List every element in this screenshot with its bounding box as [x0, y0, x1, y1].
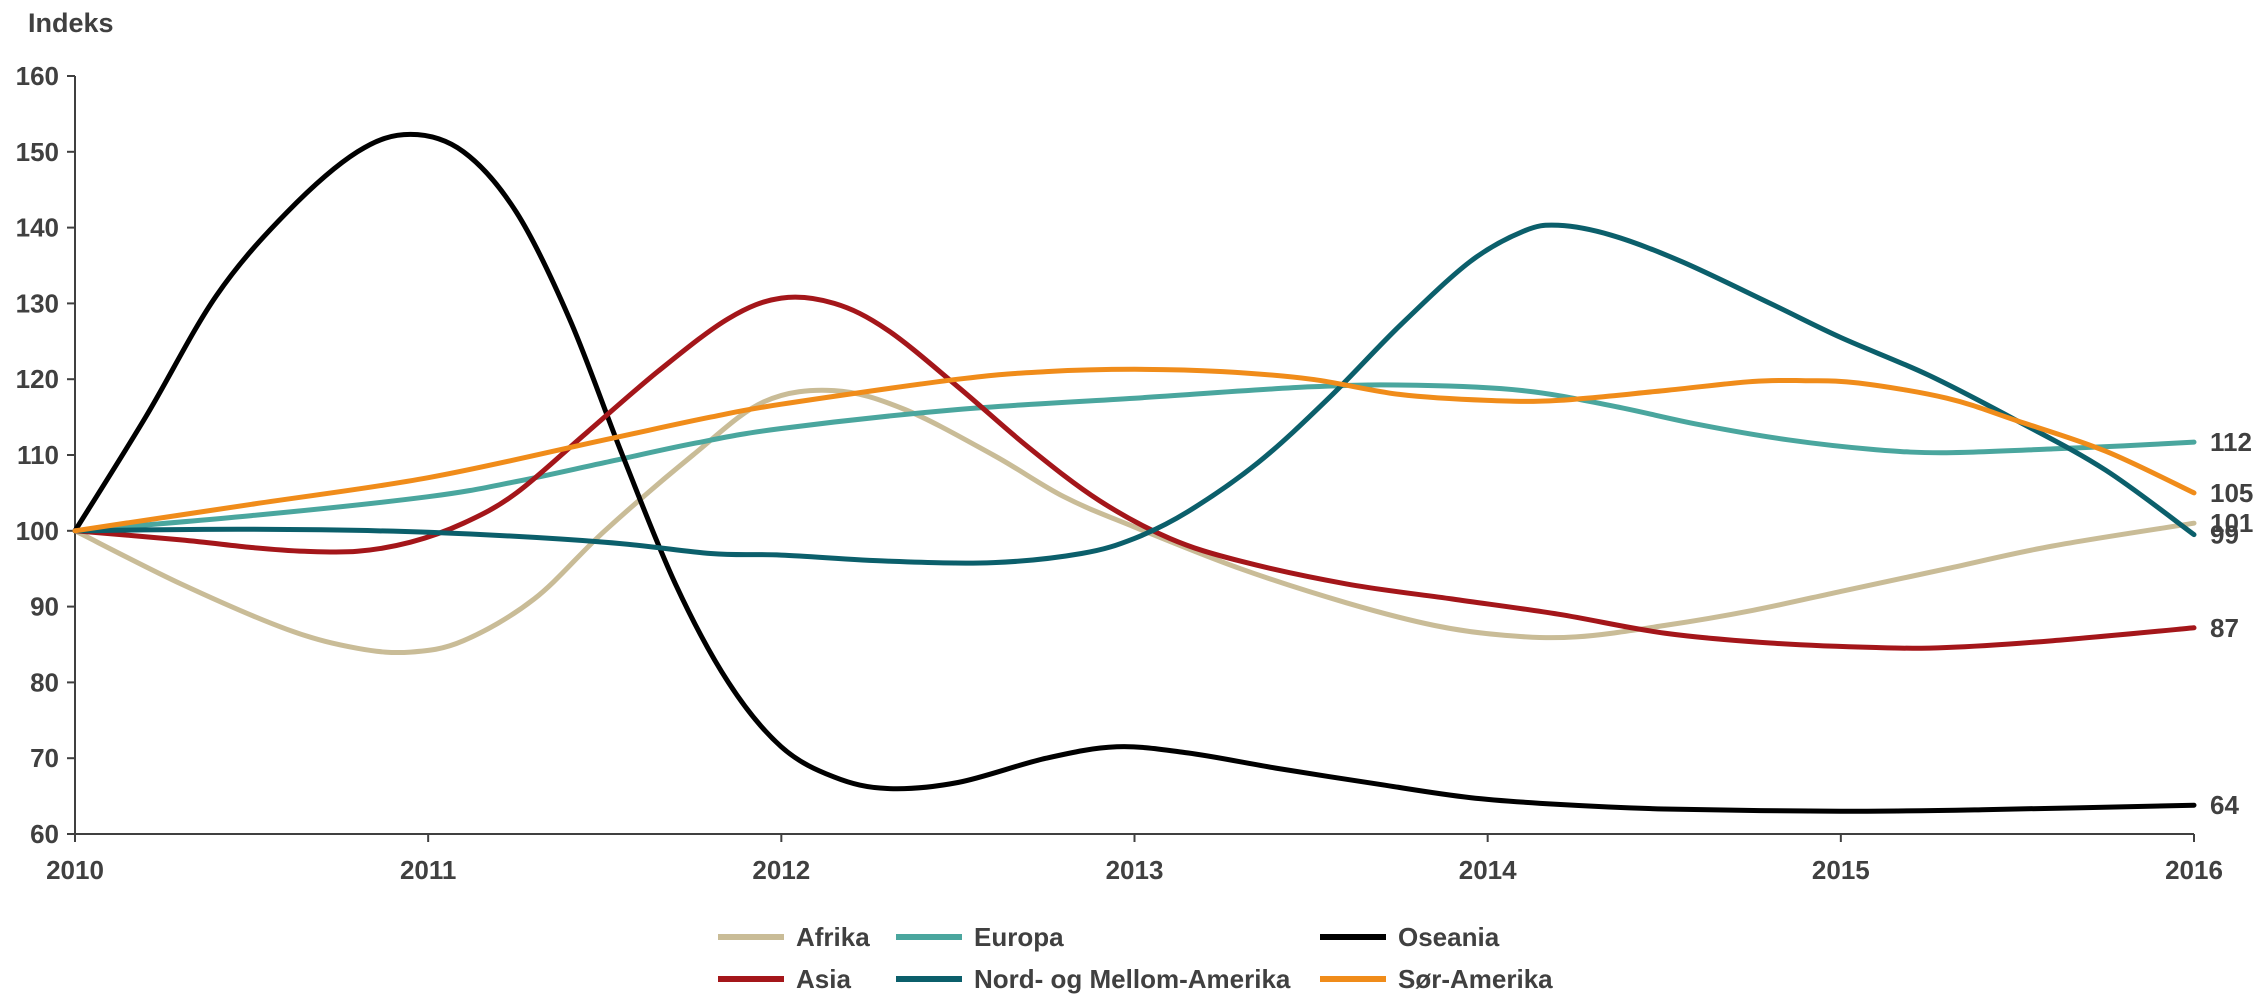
x-tick-label: 2011	[400, 855, 456, 885]
series-line-nord-og-mellom-amerika	[72, 222, 2197, 566]
series-line-asia	[72, 294, 2197, 651]
end-label-oseania: 64	[2210, 790, 2239, 820]
y-tick-label: 100	[16, 516, 59, 546]
series-line-oseania	[72, 131, 2197, 814]
y-tick-label: 120	[16, 364, 59, 394]
series-line-europa	[72, 382, 2197, 534]
legend-label: Afrika	[796, 922, 870, 952]
end-label-nord-og-mellom-amerika: 99	[2210, 520, 2239, 550]
y-axis-title: Indeks	[28, 8, 114, 38]
y-tick-label: 80	[30, 667, 59, 697]
end-label-afrika: 101	[2210, 508, 2253, 538]
series-line-sor-amerika	[72, 366, 2197, 534]
legend-item-nord-og-mellom-amerika: Nord- og Mellom-Amerika	[896, 964, 1291, 994]
y-tick-label: 60	[30, 819, 59, 849]
end-label-asia: 87	[2210, 613, 2239, 643]
y-axis-ticks: 60 70 80 90 100 110 120 130 140 150 160	[16, 61, 75, 849]
legend: Afrika Europa Oseania Asia Nord- og Mellom-A…	[718, 922, 1553, 994]
legend-item-asia: Asia	[718, 964, 851, 994]
end-label-europa: 112	[2210, 427, 2252, 457]
legend-label: Nord- og Mellom-Amerika	[974, 964, 1291, 994]
x-tick-label: 2010	[46, 855, 104, 885]
series-lines	[72, 131, 2197, 814]
y-tick-label: 70	[30, 743, 59, 773]
y-tick-label: 90	[30, 592, 59, 622]
x-tick-label: 2016	[2165, 855, 2223, 885]
x-tick-label: 2013	[1106, 855, 1164, 885]
legend-label: Europa	[974, 922, 1064, 952]
legend-label: Oseania	[1398, 922, 1500, 952]
y-tick-label: 150	[16, 137, 59, 167]
x-tick-label: 2015	[1812, 855, 1870, 885]
end-labels: 101 112 64 87 99 105	[2210, 427, 2253, 820]
y-tick-label: 130	[16, 288, 59, 318]
x-axis-ticks: 2010 2011 2012 2013 2014 2015 2016	[46, 834, 2223, 885]
y-tick-label: 160	[16, 61, 59, 91]
x-tick-label: 2012	[752, 855, 810, 885]
legend-label: Sør-Amerika	[1398, 964, 1553, 994]
y-tick-label: 110	[17, 440, 59, 470]
legend-label: Asia	[796, 964, 851, 994]
end-label-sor-amerika: 105	[2210, 478, 2253, 508]
legend-item-oseania: Oseania	[1320, 922, 1500, 952]
legend-item-europa: Europa	[896, 922, 1064, 952]
legend-item-afrika: Afrika	[718, 922, 870, 952]
legend-item-sor-amerika: Sør-Amerika	[1320, 964, 1553, 994]
series-line-afrika	[72, 387, 2197, 656]
y-tick-label: 140	[16, 213, 59, 243]
x-tick-label: 2014	[1459, 855, 1517, 885]
